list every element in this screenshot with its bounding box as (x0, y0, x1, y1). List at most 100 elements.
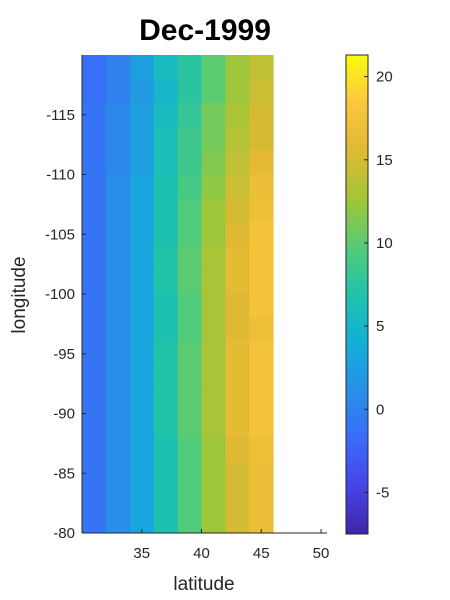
heatmap-cell (153, 126, 179, 151)
heatmap-cell (82, 317, 107, 343)
y-tick-label: -115 (46, 107, 75, 124)
chart-title: Dec-1999 (139, 14, 271, 47)
x-axis-label: latitude (173, 574, 234, 595)
y-tick-label: -105 (45, 226, 75, 243)
heatmap-cell (249, 55, 274, 80)
heatmap-cell (129, 198, 155, 223)
heatmap-cell (249, 150, 274, 175)
heatmap-cell (105, 270, 131, 295)
heatmap-cell (249, 270, 274, 295)
heatmap-cell (153, 55, 179, 80)
x-tick-label: 35 (133, 545, 150, 562)
heatmap-cell (225, 461, 250, 486)
x-tick-label: 40 (193, 545, 210, 562)
heatmap-cell (153, 270, 179, 295)
heatmap-cell (225, 341, 250, 367)
heatmap-cell (129, 317, 155, 343)
heatmap-cell (249, 126, 274, 151)
heatmap-cell (201, 198, 226, 223)
heatmap-cell (249, 437, 274, 462)
heatmap-cell (225, 55, 250, 80)
heatmap-cell (177, 102, 202, 128)
y-axis-label: longitude (9, 256, 30, 333)
heatmap-cell (153, 174, 179, 199)
heatmap-cell (129, 270, 155, 295)
heatmap-cell (105, 246, 131, 271)
heatmap-cell (153, 222, 179, 247)
heatmap-cell (201, 270, 226, 295)
heatmap-cell (82, 341, 107, 367)
heatmap-cell (82, 485, 107, 510)
heatmap-cell (177, 55, 202, 80)
heatmap-cell (82, 294, 107, 319)
heatmap-cell (153, 246, 179, 271)
heatmap-cell (129, 126, 155, 151)
colorbar-gradient (345, 54, 369, 535)
heatmap-cell (177, 246, 202, 271)
heatmap-cell (201, 317, 226, 343)
heatmap-cell (177, 198, 202, 223)
heatmap-cell (105, 461, 131, 486)
heatmap-cell (82, 150, 107, 175)
heatmap-cell (153, 461, 179, 486)
y-tick-label: -85 (53, 465, 75, 482)
heatmap-cell (105, 341, 131, 367)
heatmap-cell (177, 150, 202, 175)
y-tick-label: -90 (53, 406, 75, 423)
heatmap-cell (129, 365, 155, 390)
heatmap-cell (225, 485, 250, 510)
heatmap-cell (129, 461, 155, 486)
heatmap-cell (105, 126, 131, 151)
heatmap-cell (129, 150, 155, 175)
heatmap-cell (225, 222, 250, 247)
heatmap-cell (105, 485, 131, 510)
heatmap-cell (225, 437, 250, 462)
heatmap-cell (201, 437, 226, 462)
heatmap-cell (153, 317, 179, 343)
heatmap-cell (105, 437, 131, 462)
colorbar-tick-label: 20 (376, 69, 393, 86)
heatmap-cell (249, 246, 274, 271)
heatmap-cell (82, 222, 107, 247)
heatmap-cell (177, 461, 202, 486)
heatmap-cell (177, 365, 202, 390)
heatmap-cell (82, 198, 107, 223)
heatmap-cell (225, 150, 250, 175)
heatmap-cell (129, 294, 155, 319)
heatmap-cell (82, 389, 107, 414)
heatmap-cell (153, 365, 179, 390)
heatmap-cell (105, 222, 131, 247)
heatmap-cell (129, 102, 155, 128)
y-tick-label: -80 (53, 525, 75, 542)
y-tick-label: -100 (45, 286, 75, 303)
heatmap-cell (201, 365, 226, 390)
colorbar-tick-label: 5 (376, 318, 384, 335)
heatmap-cell (105, 150, 131, 175)
heatmap-cell (177, 509, 202, 534)
heatmap-cell (177, 413, 202, 438)
heatmap-cell (225, 270, 250, 295)
heatmap-cell (153, 413, 179, 438)
heatmap-cell (201, 461, 226, 486)
colorbar-tick-label: 0 (376, 401, 384, 418)
heatmap-cell (249, 461, 274, 486)
heatmap-cell (153, 294, 179, 319)
heatmap-cell (225, 78, 250, 104)
y-tick-label: -95 (53, 346, 75, 363)
heatmap-cell (82, 55, 107, 80)
heatmap-cell (82, 126, 107, 151)
heatmap-cell (177, 437, 202, 462)
heatmap-cell (201, 485, 226, 510)
heatmap-cell (225, 102, 250, 128)
heatmap-cell (153, 389, 179, 414)
heatmap-cell (249, 413, 274, 438)
heatmap-cell (225, 126, 250, 151)
heatmap-cell (105, 365, 131, 390)
heatmap-cell (129, 485, 155, 510)
heatmap-cell (105, 198, 131, 223)
heatmap-cell (225, 509, 250, 534)
heatmap-cell (249, 341, 274, 367)
heatmap-cell (153, 102, 179, 128)
heatmap-cell (105, 317, 131, 343)
